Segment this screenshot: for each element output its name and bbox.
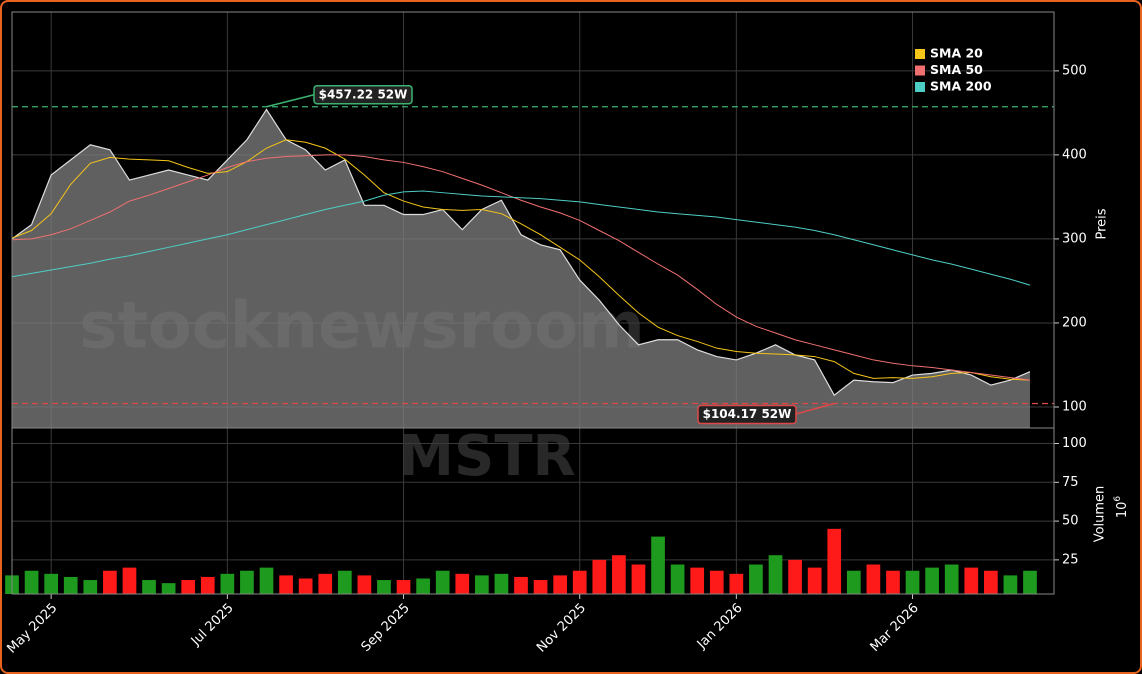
- volume-bar: [592, 559, 607, 594]
- volume-bar: [749, 564, 763, 594]
- legend-swatch: [915, 49, 925, 59]
- legend-label: SMA 50: [930, 62, 983, 77]
- volume-bar: [846, 570, 861, 594]
- price-area: [12, 109, 1030, 428]
- y-axis-label: Preis: [1095, 208, 1110, 239]
- volume-bar: [768, 555, 783, 594]
- watermark-symbol: MSTR: [398, 424, 575, 489]
- price-line: [11, 108, 1031, 397]
- volume-bar: [200, 576, 215, 594]
- volume-bar: [514, 576, 528, 594]
- volume-unit: 106: [1113, 496, 1130, 519]
- y-tick-label: 300: [1062, 231, 1087, 246]
- volume-axis-label: Volumen: [1093, 486, 1108, 543]
- y-tick-label: 75: [1062, 475, 1079, 490]
- volume-bar: [435, 570, 450, 594]
- sma-line: [11, 154, 1031, 381]
- annotation-label: $104.17 52W: [703, 407, 792, 421]
- volume-bar: [964, 567, 979, 594]
- volume-bar: [279, 575, 293, 594]
- volume-bar: [729, 573, 744, 594]
- volume-bar: [181, 580, 196, 594]
- volume-bar: [788, 559, 802, 594]
- volume-bar: [142, 580, 156, 594]
- volume-bar: [925, 567, 939, 594]
- volume-bar: [807, 567, 822, 594]
- volume-bar: [631, 564, 646, 594]
- volume-bar: [103, 570, 117, 594]
- annotation-arrow: [266, 94, 315, 108]
- y-tick-label: 500: [1062, 63, 1087, 78]
- volume-bar: [827, 528, 842, 594]
- y-tick-label: 200: [1062, 315, 1087, 330]
- sma-line: [11, 190, 1031, 286]
- x-tick-label: Jan 2026: [694, 601, 746, 653]
- volume-bar: [377, 580, 391, 594]
- x-tick-label: Nov 2025: [534, 601, 589, 656]
- volume-bar: [63, 576, 78, 594]
- annotation-label: $457.22 52W: [319, 87, 408, 101]
- x-tick-label: Mar 2026: [868, 601, 922, 655]
- volume-bar: [553, 575, 568, 594]
- volume-bar: [259, 567, 274, 594]
- volume-bar: [1023, 570, 1037, 594]
- volume-bar: [455, 573, 470, 594]
- volume-bar: [357, 575, 372, 594]
- x-tick-label: Jul 2025: [188, 601, 237, 650]
- y-tick-label: 100: [1062, 436, 1087, 451]
- volume-bar: [122, 567, 137, 594]
- volume-bar: [396, 580, 411, 594]
- annotation-box: [697, 404, 797, 425]
- volume-bar: [83, 580, 98, 594]
- volume-bar: [572, 570, 587, 594]
- unit-exponent: 6: [1113, 496, 1123, 502]
- y-tick-label: 50: [1062, 514, 1079, 529]
- volume-bar: [983, 570, 998, 594]
- y-tick-label: 400: [1062, 147, 1087, 162]
- x-tick-label: May 2025: [5, 601, 61, 657]
- volume-bar: [44, 573, 59, 594]
- volume-bar: [866, 564, 881, 594]
- volume-bar: [944, 564, 959, 594]
- volume-bar: [709, 570, 724, 594]
- volume-bar: [494, 573, 509, 594]
- volume-bar: [670, 564, 685, 594]
- x-tick-label: Sep 2025: [359, 601, 413, 655]
- legend-swatch: [915, 82, 925, 92]
- legend-swatch: [915, 65, 925, 76]
- volume-bar: [318, 573, 333, 594]
- volume-bar: [612, 555, 626, 594]
- volume-bar: [905, 570, 920, 594]
- volume-bar: [220, 573, 235, 594]
- volume-bar: [1003, 575, 1018, 594]
- volume-bar: [651, 536, 665, 594]
- volume-bar: [474, 575, 489, 594]
- legend-label: SMA 200: [930, 79, 992, 94]
- volume-bar: [24, 570, 39, 594]
- volume-bar: [161, 583, 176, 594]
- volume-bar: [240, 570, 254, 594]
- legend-label: SMA 20: [930, 46, 983, 61]
- volume-bar: [337, 570, 352, 594]
- unit-base: 10: [1115, 502, 1130, 519]
- y-tick-label: 100: [1062, 399, 1087, 414]
- annotation-arrow: [793, 402, 835, 416]
- volume-panel-border: [11, 427, 1055, 595]
- y-tick-label: 25: [1062, 552, 1079, 567]
- annotation-box: [313, 85, 413, 105]
- volume-bar: [886, 570, 900, 594]
- volume-bar: [533, 580, 548, 594]
- volume-bar: [298, 578, 313, 594]
- volume-bar: [690, 567, 705, 594]
- sma-line: [11, 139, 1031, 381]
- volume-bar: [416, 578, 430, 594]
